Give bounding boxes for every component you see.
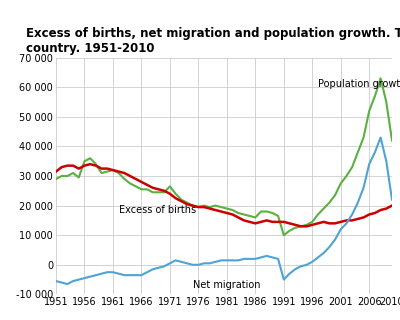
Text: Excess of births: Excess of births — [119, 205, 196, 215]
Text: Population growth: Population growth — [318, 79, 400, 89]
Text: Excess of births, net migration and population growth. The whole
country. 1951-2: Excess of births, net migration and popu… — [26, 27, 400, 55]
Text: Net migration: Net migration — [193, 280, 260, 291]
